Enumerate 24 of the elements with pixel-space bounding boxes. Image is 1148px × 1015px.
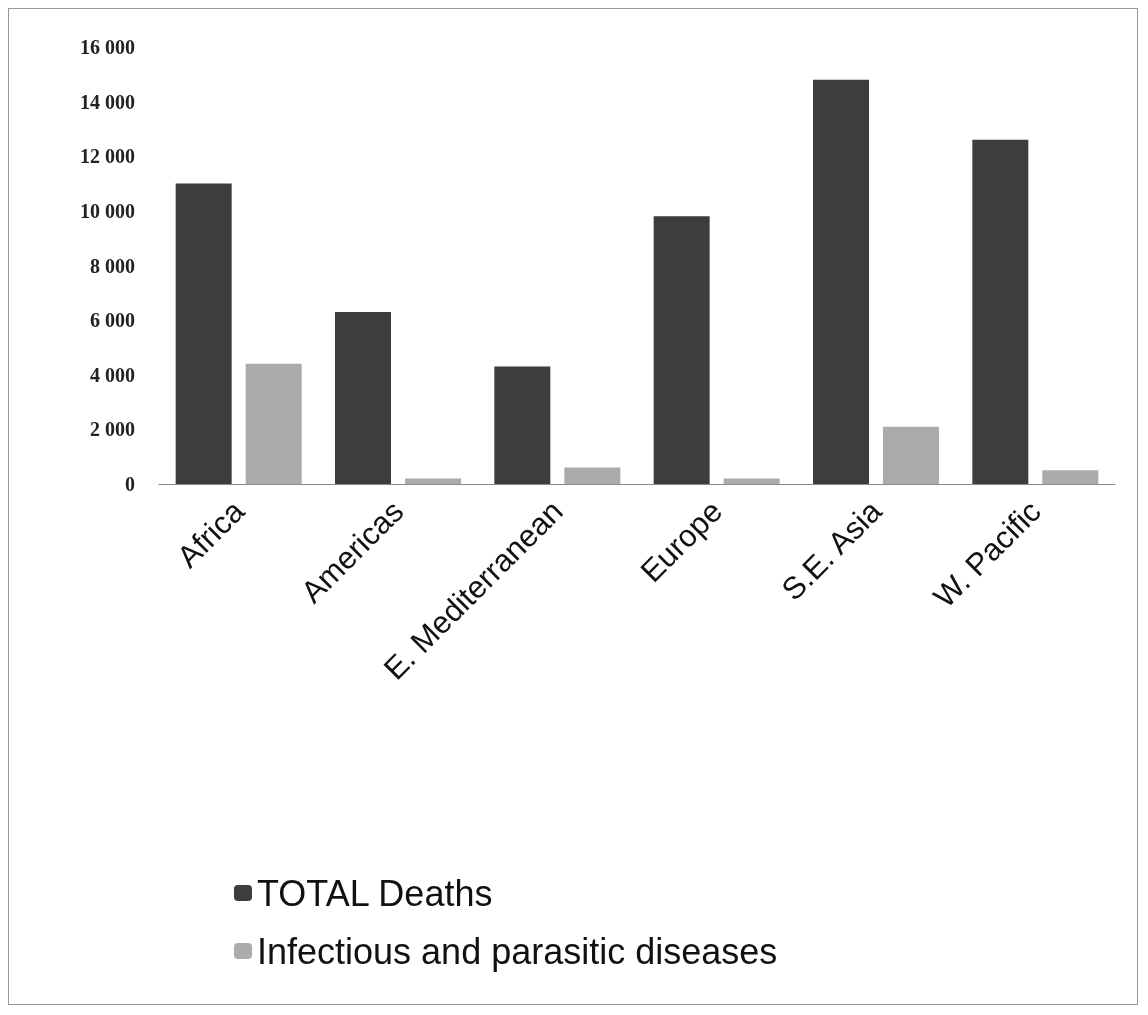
y-tick-label: 12 000 <box>80 145 135 168</box>
bar <box>1042 470 1099 484</box>
y-tick-label: 14 000 <box>80 90 135 113</box>
bar <box>335 311 391 484</box>
legend-label: TOTAL Deaths <box>257 872 493 914</box>
y-tick-label: 2 000 <box>90 418 135 441</box>
bar <box>245 363 302 484</box>
bar <box>494 366 551 484</box>
y-tick-label: 0 <box>125 473 135 495</box>
y-tick-label: 8 000 <box>90 254 135 277</box>
bar <box>813 79 869 484</box>
legend-label: Infectious and parasitic diseases <box>257 930 778 972</box>
y-tick-label: 16 000 <box>80 36 135 58</box>
bar <box>405 478 461 484</box>
bar <box>564 467 621 484</box>
bar <box>653 216 710 484</box>
bar <box>175 183 232 484</box>
bar <box>723 478 780 484</box>
y-tick-label: 10 000 <box>80 199 135 222</box>
x-tick-label: S.E. Asia <box>774 493 889 608</box>
bar <box>883 426 939 484</box>
y-tick-label: 6 000 <box>90 309 135 332</box>
y-tick-label: 4 000 <box>90 363 135 386</box>
bar <box>972 139 1029 484</box>
